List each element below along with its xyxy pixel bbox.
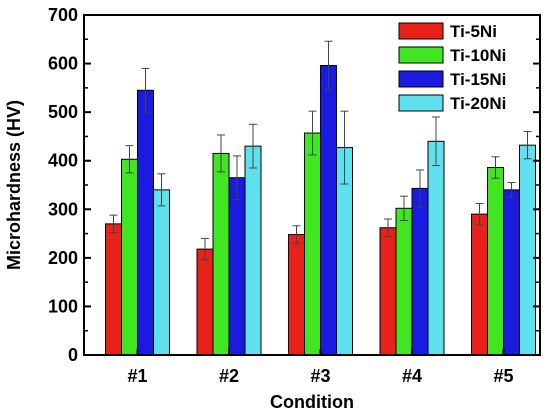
x-axis-title: Condition bbox=[270, 392, 354, 412]
legend-label-Ti-5Ni: Ti-5Ni bbox=[450, 22, 497, 41]
bar-Ti-15Ni-#2 bbox=[228, 177, 246, 356]
x-tick-label-#2: #2 bbox=[219, 366, 239, 386]
bar-Ti-10Ni-#5 bbox=[487, 167, 504, 356]
bar-Ti-20Ni-#2 bbox=[244, 145, 262, 356]
bar-Ti-10Ni-#2 bbox=[212, 152, 230, 356]
axes-layer: #1 #2 #3 #4 #5 0 100 200 300 400 500 600 700 bbox=[48, 5, 540, 386]
bar-Ti-5Ni-#3 bbox=[288, 234, 305, 356]
error-bars-layer bbox=[109, 40, 532, 261]
bar-Ti-5Ni-#2 bbox=[196, 248, 214, 356]
x-tick-label-#4: #4 bbox=[402, 366, 422, 386]
legend-label-Ti-15Ni: Ti-15Ni bbox=[450, 70, 506, 89]
bar-Ti-10Ni-#4 bbox=[395, 207, 413, 356]
bar-Ti-20Ni-#4 bbox=[427, 140, 445, 356]
y-tick-label-300: 300 bbox=[48, 199, 78, 219]
legend-swatch-Ti-10Ni bbox=[398, 46, 444, 64]
bar-Ti-15Ni-#3 bbox=[320, 65, 337, 356]
bar-Ti-10Ni-#3 bbox=[304, 132, 321, 356]
y-tick-label-200: 200 bbox=[48, 248, 78, 268]
x-tick-label-#1: #1 bbox=[127, 366, 147, 386]
bars-layer bbox=[105, 65, 536, 356]
bar-Ti-10Ni-#1 bbox=[121, 158, 138, 356]
y-axis-title: Microhardness (HV) bbox=[4, 100, 24, 270]
y-tick-label-600: 600 bbox=[48, 54, 78, 74]
y-tick-label-700: 700 bbox=[48, 5, 78, 25]
bar-Ti-20Ni-#1 bbox=[153, 189, 170, 356]
bar-Ti-15Ni-#4 bbox=[411, 187, 429, 356]
bar-Ti-15Ni-#1 bbox=[137, 89, 154, 356]
y-tick-label-0: 0 bbox=[68, 345, 78, 365]
y-tick-label-100: 100 bbox=[48, 296, 78, 316]
bar-Ti-15Ni-#5 bbox=[503, 189, 520, 356]
y-tick-label-500: 500 bbox=[48, 102, 78, 122]
legend-label-Ti-10Ni: Ti-10Ni bbox=[450, 46, 506, 65]
bar-Ti-20Ni-#5 bbox=[519, 144, 536, 356]
x-tick-label-#3: #3 bbox=[310, 366, 330, 386]
legend: Ti-5Ni Ti-10Ni Ti-15Ni Ti-20Ni bbox=[398, 22, 506, 113]
bar-Ti-5Ni-#4 bbox=[379, 227, 397, 356]
y-tick-label-400: 400 bbox=[48, 151, 78, 171]
legend-label-Ti-20Ni: Ti-20Ni bbox=[450, 94, 506, 113]
legend-swatch-Ti-20Ni bbox=[398, 94, 444, 112]
x-tick-label-#5: #5 bbox=[493, 366, 513, 386]
bar-Ti-5Ni-#1 bbox=[105, 223, 122, 356]
legend-swatch-Ti-15Ni bbox=[398, 70, 444, 88]
bar-Ti-5Ni-#5 bbox=[471, 213, 488, 356]
legend-swatch-Ti-5Ni bbox=[398, 22, 444, 40]
